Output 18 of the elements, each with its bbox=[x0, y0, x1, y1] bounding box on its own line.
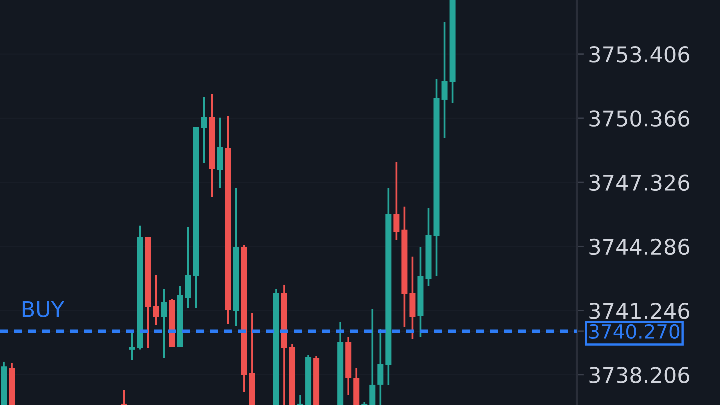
candlestick bbox=[370, 308, 376, 405]
y-tick-label: 3738.206 bbox=[590, 367, 690, 384]
candlestick bbox=[201, 96, 208, 164]
candlestick bbox=[129, 332, 136, 361]
candlestick bbox=[394, 161, 400, 241]
y-tick-label: 3750.366 bbox=[590, 110, 690, 127]
candlestick bbox=[442, 21, 448, 139]
y-tick-label: 3747.326 bbox=[590, 174, 690, 192]
candlestick bbox=[153, 274, 160, 326]
candlestick bbox=[185, 226, 192, 309]
candlestick bbox=[161, 288, 168, 359]
y-tick-label: 3741.246 bbox=[590, 302, 690, 320]
y-tick-label: 3740.270 bbox=[590, 324, 680, 340]
y-tick-label: 3753.406 bbox=[590, 46, 690, 63]
ref-line-label: BUY bbox=[22, 301, 65, 318]
candlestick bbox=[378, 328, 384, 405]
candlestick bbox=[217, 117, 224, 189]
y-tick-label: 3744.286 bbox=[590, 238, 690, 256]
